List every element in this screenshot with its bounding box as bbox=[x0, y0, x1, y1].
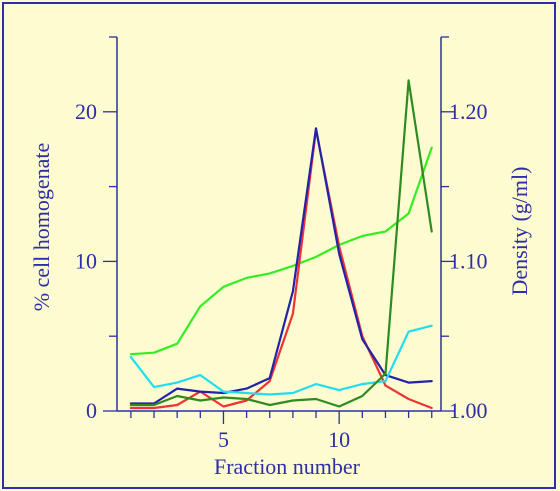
chart-lines bbox=[129, 79, 433, 410]
right-tick-label: 1.10 bbox=[449, 248, 488, 273]
right-tick-label: 1.20 bbox=[449, 99, 488, 124]
chart-axes bbox=[103, 36, 455, 424]
series-line-5 bbox=[129, 79, 433, 408]
series-line-3 bbox=[129, 127, 433, 405]
left-tick-label: 0 bbox=[86, 398, 97, 423]
y2-axis-title: Density (g/ml) bbox=[507, 167, 532, 296]
series-line-4 bbox=[129, 324, 433, 396]
x-axis-title: Fraction number bbox=[214, 454, 361, 479]
series-line-1 bbox=[129, 146, 433, 356]
x-tick-label: 10 bbox=[328, 427, 350, 452]
right-tick-label: 1.00 bbox=[449, 398, 488, 423]
x-tick-label: 5 bbox=[218, 427, 229, 452]
left-tick-label: 10 bbox=[75, 248, 97, 273]
left-tick-label: 20 bbox=[75, 99, 97, 124]
y-axis-title: % cell homogenate bbox=[29, 143, 54, 312]
